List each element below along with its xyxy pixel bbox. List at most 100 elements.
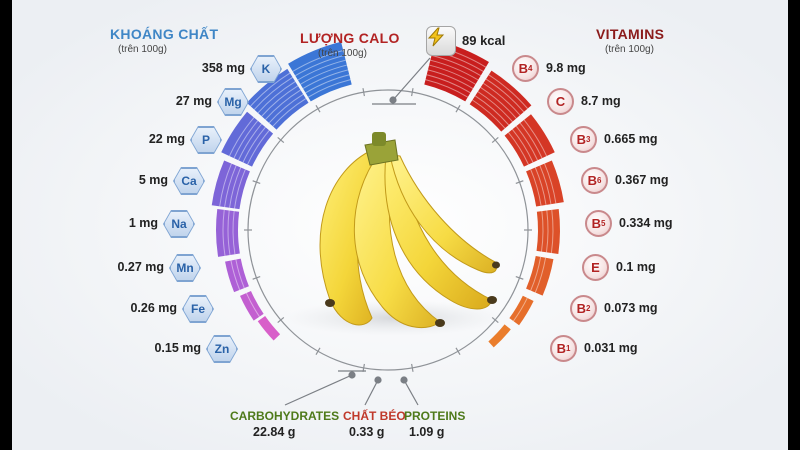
ring-tick xyxy=(411,88,414,97)
mineral-arc-stripe xyxy=(300,64,347,85)
mineral-arc-stripe xyxy=(245,292,260,317)
vitamin-arc-segment xyxy=(469,70,532,132)
vitamin-arc-stripe xyxy=(430,59,479,81)
vitamin-letter: B xyxy=(576,301,586,316)
vitamin-arc-segment xyxy=(509,295,534,326)
vitamin-arc-stripe xyxy=(540,211,544,252)
calories-title: LƯỢNG CALO xyxy=(300,30,400,46)
vitamin-letter: B xyxy=(591,216,601,231)
vitamin-letter: B xyxy=(587,173,597,188)
vitamin-arc-stripe xyxy=(485,78,525,113)
mineral-arc-stripe xyxy=(242,126,266,163)
calories-value: 89 kcal xyxy=(462,33,506,48)
mineral-value: 0.26 mg xyxy=(130,301,177,315)
mineral-arc-stripe xyxy=(233,120,259,159)
vitamin-arc-stripe xyxy=(515,125,538,161)
vitamin-arc-stripe xyxy=(488,74,528,109)
mineral-value: 5 mg xyxy=(138,173,168,187)
ring-tick xyxy=(455,104,461,113)
mineral-value: 22 mg xyxy=(148,132,185,146)
mineral-arc-stripe xyxy=(292,50,344,72)
mineral-arc-stripe xyxy=(272,98,307,127)
mineral-arc-stripe xyxy=(261,85,299,117)
vitamin-arc-stripe xyxy=(425,79,469,98)
vitamin-arc-stripe xyxy=(523,119,548,157)
vitamins-title: VITAMINS xyxy=(596,26,665,42)
mineral-badge: Fe xyxy=(183,296,213,322)
vitamin-value: 0.665 mg xyxy=(604,132,658,146)
mineral-arc-stripe xyxy=(219,163,232,207)
ring-tick xyxy=(455,347,461,356)
vitamin-arc-stripe xyxy=(539,165,552,205)
mineral-arc-stripe xyxy=(227,210,231,256)
vitamin-value: 9.8 mg xyxy=(546,61,586,75)
mineral-arc-stripe xyxy=(222,209,226,256)
minerals-title: KHOÁNG CHẤT xyxy=(110,26,219,42)
vitamin-arc-stripe xyxy=(480,87,517,119)
mineral-arc-segment xyxy=(288,41,352,102)
ring-tick xyxy=(362,88,365,97)
left-edge-bar xyxy=(0,0,12,450)
mineral-arc-stripe xyxy=(250,72,291,107)
mineral-arc-stripe xyxy=(228,117,255,157)
mineral-arc-segment xyxy=(246,68,309,130)
vitamin-letter: B xyxy=(576,132,586,147)
macro-proteins-value: 1.09 g xyxy=(409,425,445,439)
vitamin-letter: E xyxy=(591,260,600,275)
vitamin-arc-stripe xyxy=(483,82,521,116)
vitamin-arc-stripe xyxy=(550,209,554,254)
vitamin-arc-stripe xyxy=(519,122,543,159)
mineral-arc-segment xyxy=(225,258,249,293)
vitamin-value: 0.334 mg xyxy=(619,216,673,230)
mineral-arc-stripe xyxy=(224,165,237,208)
ring-tick xyxy=(515,275,524,280)
ring-tick xyxy=(315,104,321,113)
vitamin-arc-stripe xyxy=(472,99,506,129)
mineral-value: 358 mg xyxy=(201,61,245,75)
right-edge-bar xyxy=(788,0,800,450)
vitamin-value: 8.7 mg xyxy=(581,94,621,108)
vitamins-subtitle: (trên 100g) xyxy=(605,44,654,55)
ring-tick xyxy=(411,363,414,372)
mineral-arc-segment xyxy=(240,291,264,321)
mineral-arc-stripe xyxy=(257,81,296,114)
mineral-arc-stripe xyxy=(265,89,301,120)
vitamin-badge: C xyxy=(547,88,574,115)
mineral-arc-segment xyxy=(211,160,250,210)
minerals-subtitle: (trên 100g) xyxy=(118,44,167,55)
vitamin-arc-segment xyxy=(536,209,560,254)
mineral-arc-stripe xyxy=(302,69,349,89)
mineral-arc xyxy=(211,41,352,341)
ring-tick xyxy=(515,180,524,185)
macro-carbohydrates-label: CARBOHYDRATES xyxy=(230,409,340,423)
calories-subtitle: (trên 100g) xyxy=(318,48,367,59)
mineral-value: 0.27 mg xyxy=(117,260,164,274)
vitamin-arc-stripe xyxy=(512,297,528,322)
vitamin-arc-segment xyxy=(488,324,511,348)
lightning-icon xyxy=(426,26,456,56)
mineral-value: 0.15 mg xyxy=(154,341,201,355)
vitamin-subscript: 6 xyxy=(596,176,602,185)
vitamin-subscript: 5 xyxy=(600,219,606,228)
mineral-arc-stripe xyxy=(238,123,262,161)
vitamin-arc-stripe xyxy=(530,256,542,291)
vitamin-arc-segment xyxy=(526,160,564,207)
mineral-arc-stripe xyxy=(253,76,293,110)
ring-tick xyxy=(277,316,285,324)
vitamin-value: 0.1 mg xyxy=(616,260,656,274)
mineral-arc-stripe xyxy=(234,169,246,209)
mineral-arc-stripe xyxy=(295,54,345,77)
mineral-arc-segment xyxy=(257,316,281,341)
vitamin-arc-stripe xyxy=(544,163,557,204)
vitamin-letter: B xyxy=(518,61,528,76)
vitamin-letter: B xyxy=(556,341,566,356)
vitamin-value: 0.073 mg xyxy=(604,301,658,315)
vitamin-arc-segment xyxy=(526,256,554,296)
mineral-badge: Zn xyxy=(207,336,237,362)
vitamin-subscript: 1 xyxy=(565,344,571,353)
